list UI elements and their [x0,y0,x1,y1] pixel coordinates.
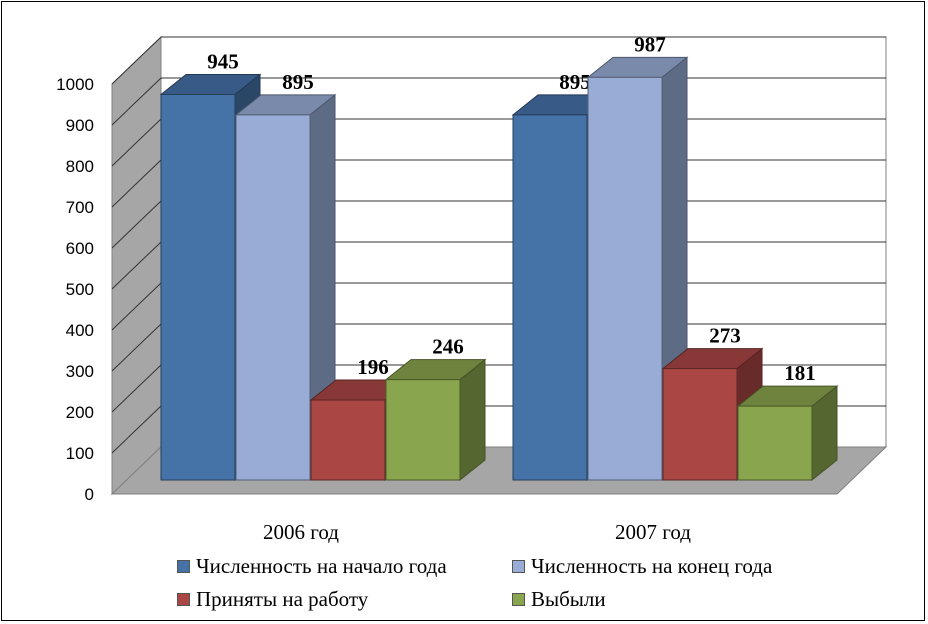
legend-label: Численность на начало года [196,554,447,578]
bar-hired-1 [662,368,738,481]
data-label: 945 [207,49,239,73]
legend-item-end-headcount: Численность на конец года [512,554,772,579]
legend-swatch [177,560,190,573]
x-category-label: 2006 год [263,520,339,544]
y-tick-label: 900 [66,116,94,135]
y-tick-label: 700 [66,198,94,217]
bar-side [459,358,486,482]
data-label: 196 [357,355,389,379]
y-tick-label: 0 [85,485,94,504]
y-tick-label: 800 [66,157,94,176]
legend-label: Выбыли [531,587,606,611]
bar-start-1 [512,114,588,481]
y-tick-label: 1000 [56,75,94,94]
data-label: 273 [709,324,741,348]
y-tick-label: 600 [66,239,94,258]
data-label: 181 [784,361,816,385]
y-tick-label: 500 [66,280,94,299]
legend-item-start-headcount: Численность на начало года [177,554,447,579]
legend-item-hired: Приняты на работу [177,587,368,612]
y-tick-label: 200 [66,403,94,422]
bar-left-1 [737,405,813,481]
data-label: 246 [432,335,464,359]
data-label: 895 [282,70,314,94]
bar-chart-3d: 0 100 200 300 400 500 600 700 800 900 1000 945 895 19… [56,32,888,544]
y-tick-label: 100 [66,444,94,463]
gridline [111,36,886,85]
bar-hired-0 [310,399,386,481]
bar-left-0 [385,379,461,481]
legend-label: Приняты на работу [196,587,369,611]
legend-swatch [512,593,525,606]
data-label: 987 [634,32,666,56]
y-tick-label: 300 [66,362,94,381]
bar-end-1 [587,76,663,481]
legend-swatch [177,593,190,606]
x-category-label: 2007 год [615,520,691,544]
bar-start-0 [160,93,236,481]
data-label: 895 [559,70,591,94]
legend-item-left: Выбыли [512,587,606,612]
bar-end-0 [235,114,311,481]
legend-swatch [512,560,525,573]
legend-label: Численность на конец года [531,554,773,578]
y-tick-label: 400 [66,321,94,340]
